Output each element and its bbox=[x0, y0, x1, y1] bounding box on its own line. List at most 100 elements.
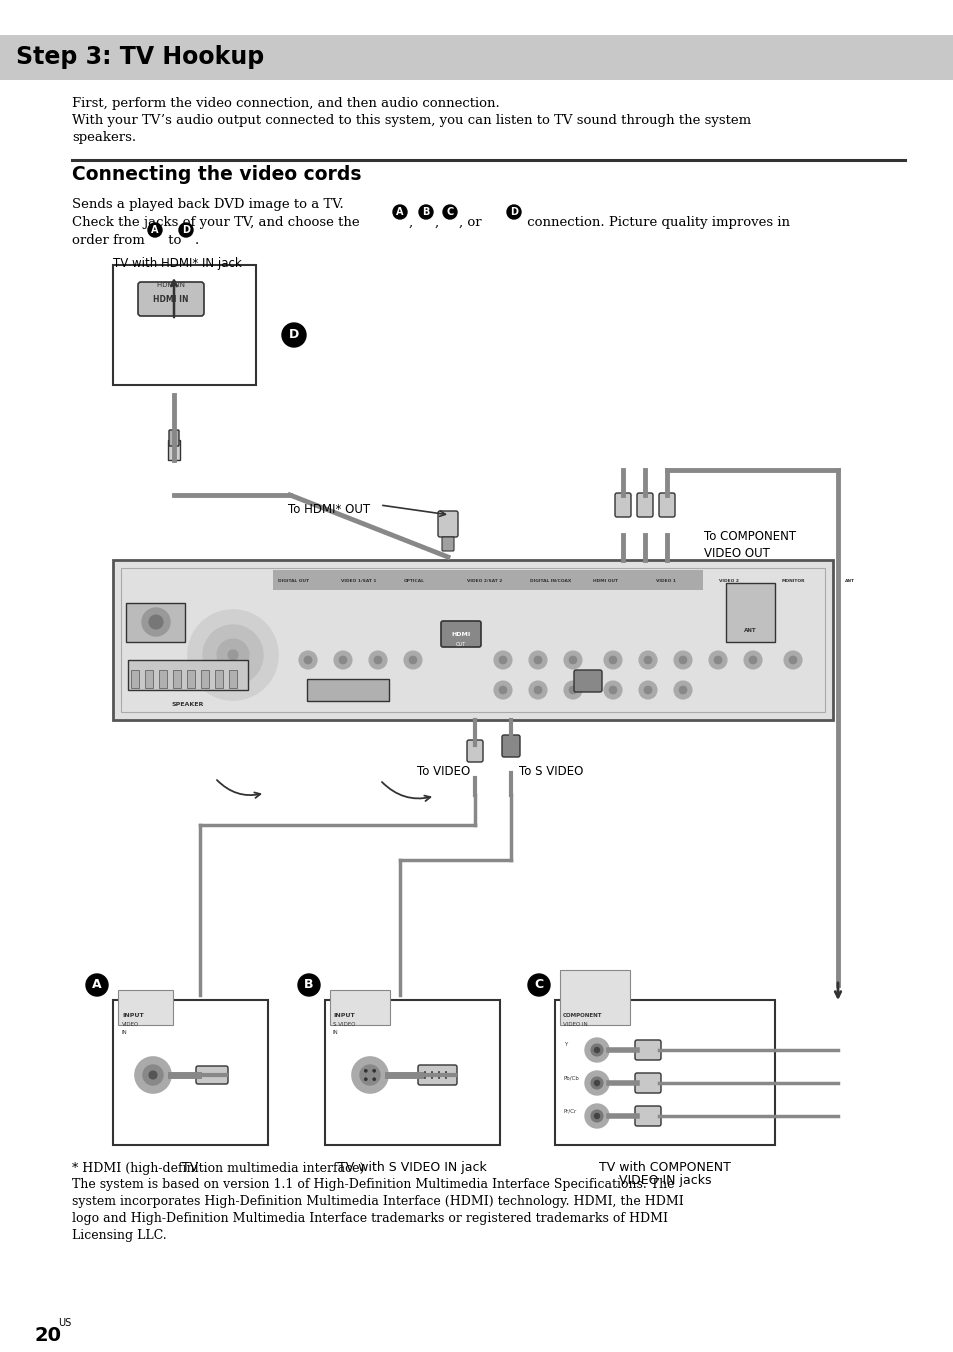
Circle shape bbox=[590, 1078, 602, 1088]
Text: SPEAKER: SPEAKER bbox=[172, 703, 204, 707]
Bar bbox=[112, 265, 255, 385]
FancyBboxPatch shape bbox=[615, 493, 630, 516]
Circle shape bbox=[608, 656, 617, 664]
Text: Check the jacks of your TV, and choose the: Check the jacks of your TV, and choose t… bbox=[71, 216, 363, 228]
Circle shape bbox=[708, 652, 726, 669]
Text: The system is based on version 1.1 of High-Definition Multimedia Interface Speci: The system is based on version 1.1 of Hi… bbox=[71, 1178, 674, 1191]
Text: First, perform the video connection, and then audio connection.: First, perform the video connection, and… bbox=[71, 97, 499, 110]
Circle shape bbox=[148, 223, 162, 237]
Circle shape bbox=[568, 656, 577, 664]
Circle shape bbox=[359, 1065, 379, 1086]
Text: HDMI IN: HDMI IN bbox=[153, 295, 189, 303]
Bar bbox=[273, 571, 702, 589]
Text: logo and High-Definition Multimedia Interface trademarks or registered trademark: logo and High-Definition Multimedia Inte… bbox=[71, 1211, 667, 1225]
Circle shape bbox=[529, 652, 546, 669]
Text: C: C bbox=[534, 979, 543, 991]
Circle shape bbox=[364, 1078, 367, 1080]
Circle shape bbox=[282, 323, 306, 347]
Circle shape bbox=[142, 608, 170, 635]
Circle shape bbox=[594, 1114, 598, 1118]
Bar bbox=[128, 660, 248, 690]
Bar bbox=[112, 560, 832, 721]
Circle shape bbox=[418, 206, 433, 219]
Circle shape bbox=[149, 1071, 157, 1079]
Circle shape bbox=[498, 685, 506, 694]
Text: A: A bbox=[92, 979, 102, 991]
Text: To S VIDEO: To S VIDEO bbox=[518, 765, 583, 777]
FancyBboxPatch shape bbox=[417, 1065, 456, 1086]
Text: Connecting the video cords: Connecting the video cords bbox=[71, 165, 361, 184]
Text: Step 3: TV Hookup: Step 3: TV Hookup bbox=[16, 45, 264, 69]
Text: 20: 20 bbox=[35, 1326, 62, 1345]
Text: HDMI OUT: HDMI OUT bbox=[593, 579, 618, 583]
Circle shape bbox=[568, 685, 577, 694]
Text: speakers.: speakers. bbox=[71, 131, 136, 145]
Circle shape bbox=[584, 1071, 608, 1095]
Circle shape bbox=[373, 1078, 375, 1080]
Bar bbox=[214, 671, 223, 688]
Text: A: A bbox=[152, 224, 158, 235]
Text: HDMI: HDMI bbox=[451, 631, 470, 637]
Circle shape bbox=[603, 652, 621, 669]
Text: D: D bbox=[289, 329, 299, 342]
Circle shape bbox=[584, 1038, 608, 1063]
Circle shape bbox=[304, 656, 312, 664]
Circle shape bbox=[188, 610, 277, 700]
Circle shape bbox=[334, 652, 352, 669]
FancyBboxPatch shape bbox=[501, 735, 519, 757]
Circle shape bbox=[393, 206, 407, 219]
FancyBboxPatch shape bbox=[440, 621, 480, 648]
FancyBboxPatch shape bbox=[659, 493, 675, 516]
Circle shape bbox=[494, 652, 512, 669]
Bar bbox=[0, 35, 953, 80]
Circle shape bbox=[364, 1069, 367, 1072]
Text: ANT: ANT bbox=[844, 579, 854, 583]
Circle shape bbox=[679, 656, 686, 664]
Circle shape bbox=[563, 681, 581, 699]
Circle shape bbox=[369, 652, 387, 669]
FancyBboxPatch shape bbox=[126, 603, 185, 642]
Bar bbox=[168, 439, 180, 460]
FancyBboxPatch shape bbox=[441, 537, 454, 552]
Circle shape bbox=[534, 685, 541, 694]
Circle shape bbox=[783, 652, 801, 669]
Text: IN: IN bbox=[122, 1030, 128, 1036]
Circle shape bbox=[179, 223, 193, 237]
Text: OPTICAL: OPTICAL bbox=[403, 579, 424, 583]
Circle shape bbox=[643, 685, 651, 694]
Text: With your TV’s audio output connected to this system, you can listen to TV sound: With your TV’s audio output connected to… bbox=[71, 114, 750, 127]
Text: B: B bbox=[422, 207, 429, 218]
FancyBboxPatch shape bbox=[635, 1106, 660, 1126]
Text: D: D bbox=[182, 224, 190, 235]
Bar bbox=[201, 671, 209, 688]
Text: VIDEO IN jacks: VIDEO IN jacks bbox=[618, 1174, 711, 1187]
Text: B: B bbox=[304, 979, 314, 991]
Circle shape bbox=[673, 681, 691, 699]
FancyBboxPatch shape bbox=[195, 1065, 228, 1084]
Circle shape bbox=[529, 681, 546, 699]
Circle shape bbox=[584, 1105, 608, 1128]
FancyBboxPatch shape bbox=[635, 1073, 660, 1092]
Bar bbox=[145, 671, 152, 688]
Text: COMPONENT: COMPONENT bbox=[562, 1013, 602, 1018]
Bar bbox=[121, 568, 824, 713]
Text: , or: , or bbox=[458, 216, 481, 228]
FancyBboxPatch shape bbox=[307, 679, 389, 700]
FancyBboxPatch shape bbox=[437, 511, 457, 537]
Text: HDMI IN: HDMI IN bbox=[157, 283, 185, 288]
Text: connection. Picture quality improves in: connection. Picture quality improves in bbox=[522, 216, 789, 228]
Text: ,: , bbox=[435, 216, 438, 228]
FancyBboxPatch shape bbox=[574, 671, 601, 692]
Circle shape bbox=[297, 973, 319, 996]
Circle shape bbox=[143, 1065, 163, 1086]
Text: To HDMI* OUT: To HDMI* OUT bbox=[288, 503, 370, 516]
Text: Pr/Cr: Pr/Cr bbox=[563, 1109, 577, 1114]
Text: VIDEO: VIDEO bbox=[122, 1022, 139, 1028]
Circle shape bbox=[679, 685, 686, 694]
Circle shape bbox=[563, 652, 581, 669]
Text: IN: IN bbox=[333, 1030, 338, 1036]
Text: INPUT: INPUT bbox=[122, 1013, 144, 1018]
Circle shape bbox=[594, 1048, 598, 1052]
Circle shape bbox=[373, 1069, 375, 1072]
Circle shape bbox=[713, 656, 721, 664]
